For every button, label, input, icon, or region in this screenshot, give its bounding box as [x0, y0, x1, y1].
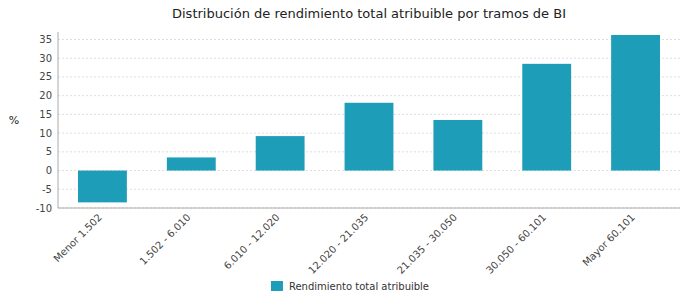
x-tick-label: 21.035 - 30.050 [395, 212, 459, 276]
legend-label: Rendimiento total atribuible [289, 281, 429, 292]
y-tick-label: 30 [39, 53, 52, 64]
bar [256, 136, 305, 170]
y-tick-label: 15 [39, 109, 52, 120]
grid-line [58, 208, 680, 209]
y-tick-label: 10 [39, 128, 52, 139]
y-tick-label: 5 [46, 146, 52, 157]
bar [167, 157, 216, 170]
x-axis-line [58, 208, 680, 209]
y-tick-label: -5 [42, 184, 52, 195]
y-tick-label: 20 [39, 90, 52, 101]
bar [611, 35, 660, 171]
y-axis-label: % [9, 114, 19, 127]
bar [522, 64, 571, 171]
legend: Rendimiento total atribuible [271, 281, 429, 292]
y-axis: -10 -5 0 5 10 15 20 25 30 35 [36, 34, 680, 214]
grid-line [58, 189, 680, 190]
y-tick-label: -10 [36, 203, 52, 214]
y-tick-label: 0 [46, 165, 52, 176]
x-tick-label: 6.010 - 12.020 [222, 212, 282, 272]
bar [345, 103, 394, 171]
x-tick-label: 1.502 - 6.010 [137, 212, 192, 267]
bar [78, 171, 127, 203]
bar [433, 120, 482, 171]
chart: Distribución de rendimiento total atribu… [0, 0, 700, 300]
x-axis: Menor 1.502 1.502 - 6.010 6.010 - 12.020 12… [51, 212, 637, 276]
x-tick-label: 30.050 - 60.101 [484, 212, 548, 276]
y-tick-label: 35 [39, 34, 52, 45]
x-tick-label: Menor 1.502 [51, 212, 103, 264]
y-axis-line [58, 32, 59, 208]
legend-swatch [271, 281, 283, 291]
x-tick-label: Mayor 60.101 [580, 212, 637, 269]
bars [78, 35, 660, 202]
grid-line [58, 39, 680, 40]
grid-line [58, 95, 680, 96]
grid-line [58, 76, 680, 77]
x-tick-label: 12.020 - 21.035 [306, 212, 370, 276]
grid-line [58, 58, 680, 59]
y-tick-label: 25 [39, 71, 52, 82]
title: Distribución de rendimiento total atribu… [172, 6, 566, 21]
